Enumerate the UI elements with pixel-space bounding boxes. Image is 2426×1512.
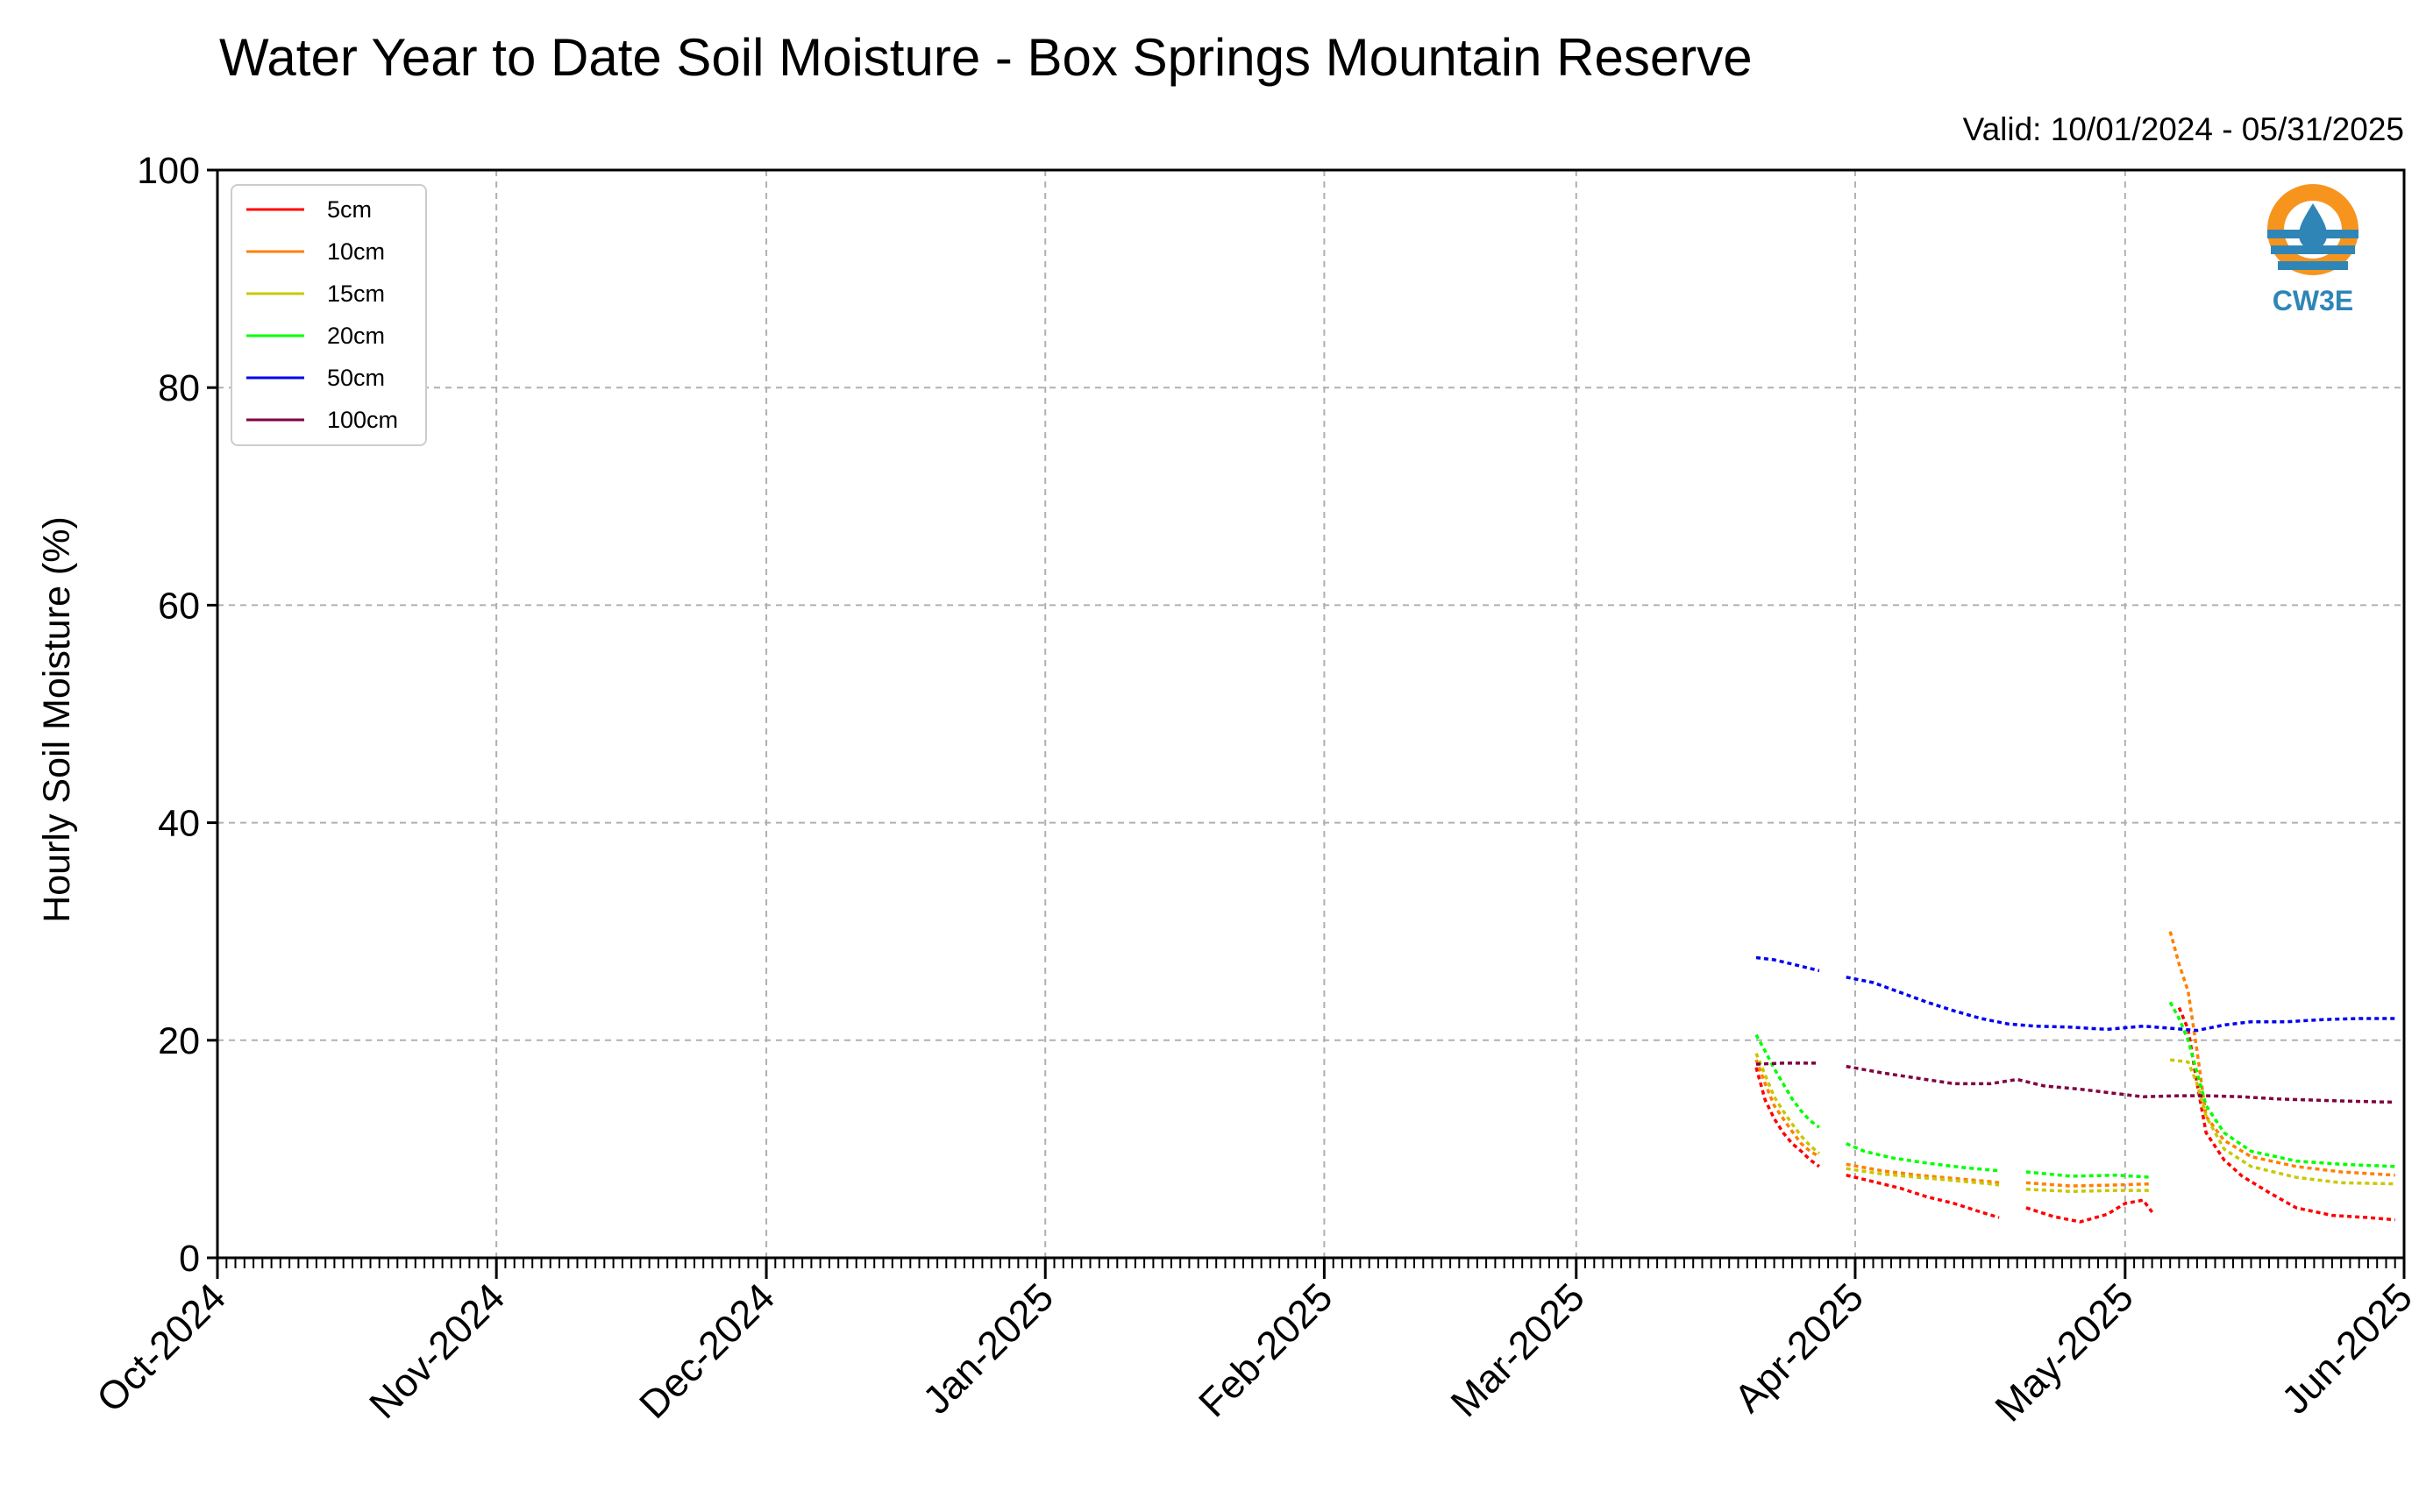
legend: 5cm 10cm 15cm 20cm 50cm 100cm: [231, 184, 427, 446]
axes: [207, 168, 2406, 1279]
x-tick-label: Feb-2025: [1190, 1274, 1341, 1425]
series-line-15cm: [1754, 1053, 1821, 1155]
legend-label-50cm: 50cm: [327, 365, 385, 391]
x-tick-label: Dec-2024: [630, 1274, 783, 1427]
series-10cm: [1754, 931, 2395, 1188]
series-line-10cm: [1846, 1162, 2000, 1185]
logo-droplet-icon: [2299, 203, 2327, 250]
series-line-5cm: [1846, 1173, 2000, 1219]
legend-label-100cm: 100cm: [327, 407, 398, 433]
plot-frame: [216, 168, 2406, 1260]
x-tick-label: Jun-2025: [2273, 1274, 2421, 1423]
valid-date-range: Valid: 10/01/2024 - 05/31/2025: [1963, 111, 2404, 147]
y-tick-label: 20: [158, 1020, 200, 1062]
series-line-20cm: [1754, 1033, 1820, 1129]
legend-label-10cm: 10cm: [327, 238, 385, 265]
x-tick-label: Mar-2025: [1442, 1274, 1593, 1425]
legend-box: [231, 184, 427, 446]
x-tick-label: Jan-2025: [914, 1274, 1063, 1423]
series-line-20cm: [2025, 1170, 2152, 1179]
series-line-20cm: [1846, 1142, 2000, 1173]
series-20cm: [1754, 1001, 2395, 1179]
data-series: [1754, 931, 2395, 1224]
series-line-10cm: [2168, 931, 2395, 1177]
y-tick-label: 80: [158, 367, 200, 409]
y-tick-label: 100: [137, 150, 200, 192]
gridlines: [217, 169, 2405, 1259]
y-tick-label: 40: [158, 803, 200, 845]
logo-wave-icon: [2278, 261, 2348, 270]
series-5cm: [1754, 1006, 2395, 1224]
legend-label-15cm: 15cm: [327, 280, 385, 307]
y-axis-label: Hourly Soil Moisture (%): [36, 516, 78, 923]
series-line-100cm: [1755, 1061, 1819, 1066]
series-50cm: [1755, 955, 2395, 1033]
x-tick-label: May-2025: [1986, 1274, 2142, 1430]
series-line-15cm: [1846, 1167, 2000, 1187]
y-tick-label: 60: [158, 585, 200, 627]
series-line-50cm: [1755, 955, 1820, 973]
series-line-15cm: [2169, 1058, 2395, 1186]
x-tick-label: Nov-2024: [360, 1274, 513, 1427]
series-line-10cm: [1754, 1059, 1820, 1159]
series-line-10cm: [2025, 1181, 2152, 1188]
series-line-5cm: [2025, 1198, 2154, 1224]
series-15cm: [1754, 1053, 2395, 1194]
legend-label-5cm: 5cm: [327, 196, 372, 223]
x-tick-label: Oct-2024: [88, 1274, 234, 1421]
series-100cm: [1755, 1061, 2395, 1104]
series-line-5cm: [2177, 1006, 2395, 1222]
legend-label-20cm: 20cm: [327, 323, 385, 349]
x-minor-ticks: [217, 1258, 2405, 1268]
x-tick-label: Apr-2025: [1725, 1274, 1872, 1421]
series-line-50cm: [1846, 976, 2395, 1033]
series-line-20cm: [2168, 1001, 2395, 1168]
cw3e-logo: CW3E: [2267, 184, 2358, 316]
chart-title: Water Year to Date Soil Moisture - Box S…: [219, 28, 1753, 87]
logo-text: CW3E: [2273, 285, 2353, 316]
series-line-100cm: [1846, 1064, 2395, 1104]
tick-labels: 0 20 40 60 80 100 Oct-2024 Nov-2024 Dec-2024 Jan-…: [88, 150, 2421, 1430]
y-tick-label: 0: [179, 1238, 200, 1280]
series-line-15cm: [2025, 1188, 2152, 1194]
